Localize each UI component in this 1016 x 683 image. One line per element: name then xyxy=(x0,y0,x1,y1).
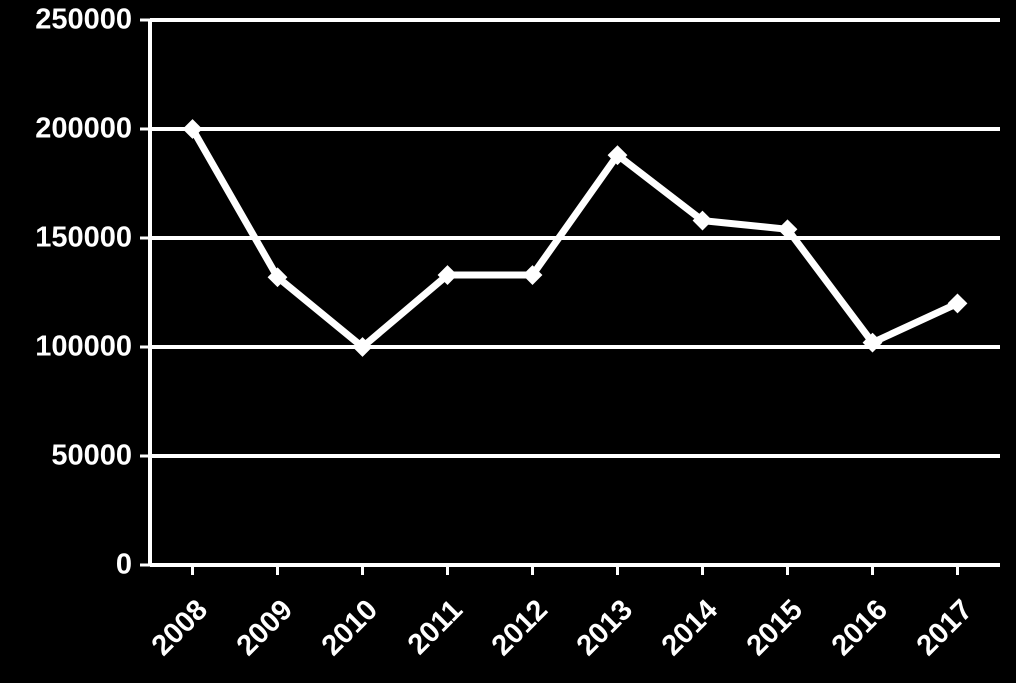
y-tick-label: 200000 xyxy=(0,113,132,146)
chart-svg xyxy=(0,0,1016,683)
line-chart: 0500001000001500002000002500002008200920… xyxy=(0,0,1016,683)
y-tick-label: 50000 xyxy=(0,440,132,473)
y-tick-label: 150000 xyxy=(0,222,132,255)
y-tick-label: 0 xyxy=(0,549,132,582)
y-tick-label: 100000 xyxy=(0,331,132,364)
y-tick-label: 250000 xyxy=(0,4,132,37)
